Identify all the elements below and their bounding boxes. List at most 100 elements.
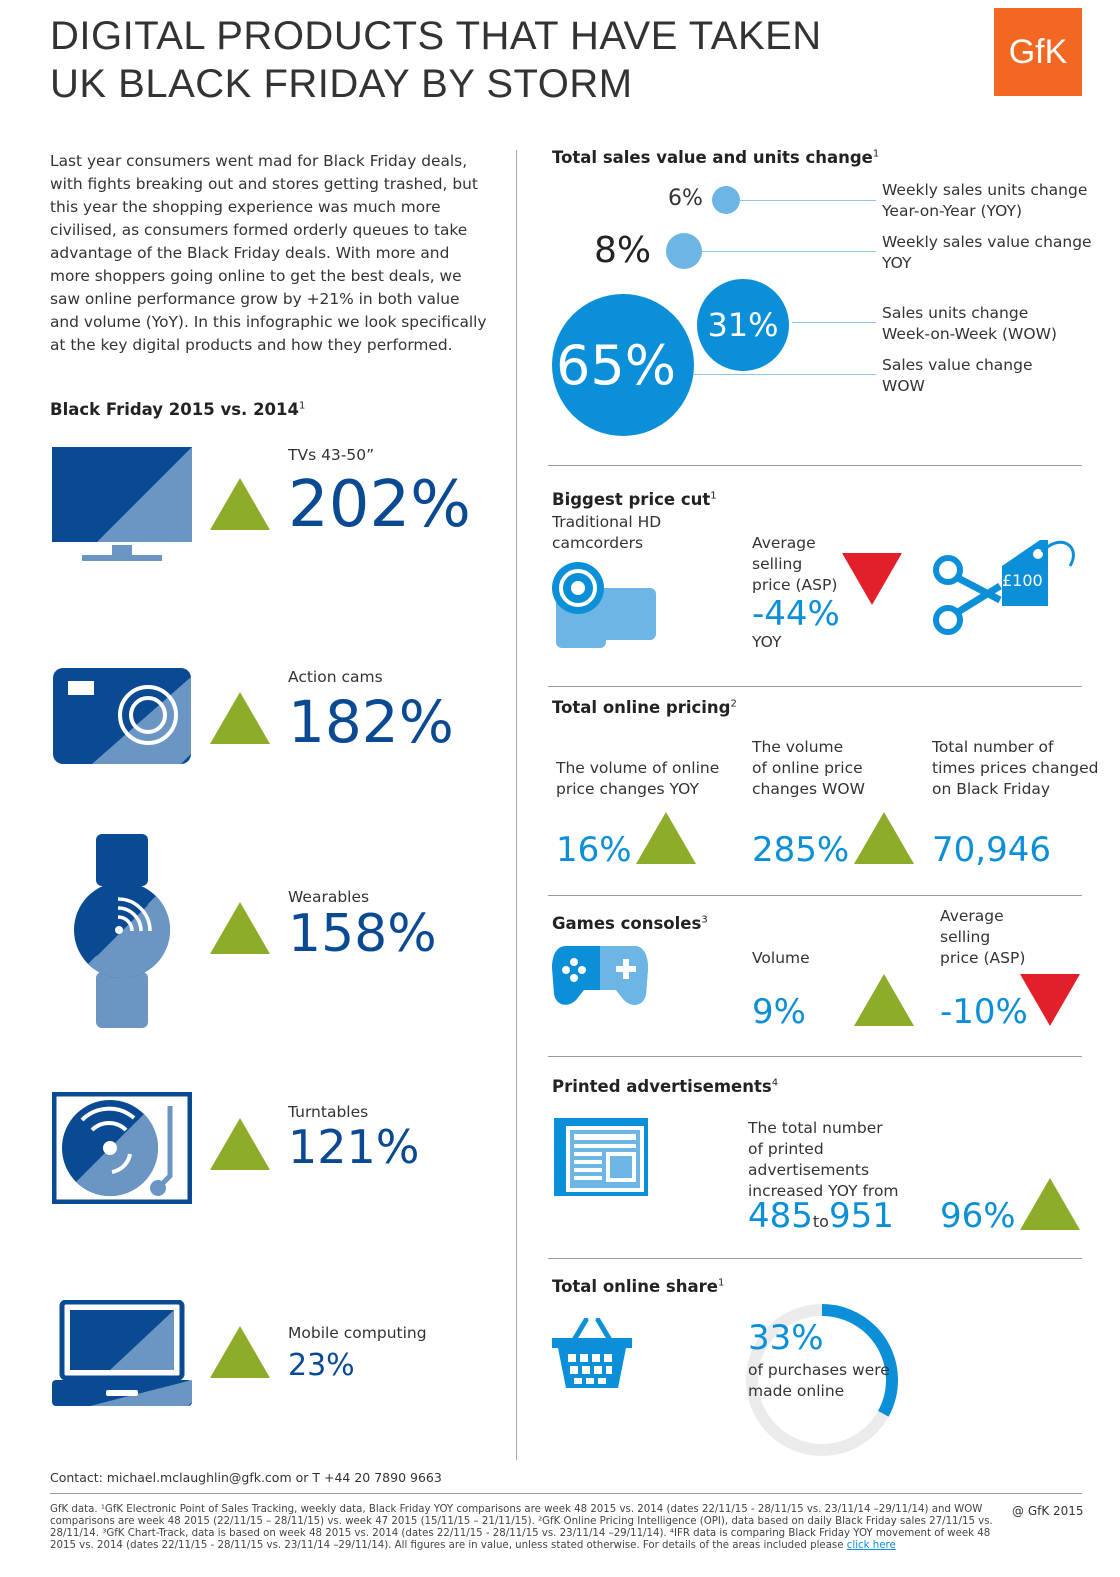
online-pricing-col2-line3: changes WOW	[752, 780, 865, 798]
online-pricing-heading-text: Total online pricing	[552, 698, 731, 717]
label-value-wow: Sales value change WOW	[882, 355, 1033, 397]
online-pricing-col3-value: 70,946	[932, 830, 1051, 870]
price-cut-product-line2: camcorders	[552, 534, 644, 552]
donut-arc	[746, 1304, 898, 1456]
online-pricing-heading-sup: 2	[730, 698, 737, 710]
online-pricing-col1-line2: price changes YOY	[556, 780, 699, 798]
online-pricing-col3-line2: times prices changed	[932, 759, 1099, 777]
printed-heading-text: Printed advertisements	[552, 1077, 772, 1096]
online-share-donut	[746, 1304, 898, 1456]
left-heading-sup: 1	[299, 400, 306, 412]
label-units-yoy-line2: Year-on-Year (YOY)	[882, 202, 1023, 220]
games-asp-line3: price (ASP)	[940, 949, 1026, 967]
increase-triangle-tv	[210, 478, 270, 530]
games-asp-line2: selling	[940, 928, 991, 946]
bubble-units-yoy	[712, 186, 740, 214]
title-line-2: UK BLACK FRIDAY BY STORM	[50, 62, 633, 106]
tv-icon	[52, 447, 192, 561]
increase-triangle-mobile-computing	[210, 1326, 270, 1378]
bubble-value-wow: 65%	[552, 294, 694, 436]
title-line-1: DIGITAL PRODUCTS THAT HAVE TAKEN	[50, 14, 822, 58]
online-share-line2: made online	[748, 1382, 845, 1400]
online-pricing-heading: Total online pricing2	[552, 698, 737, 717]
label-value-yoy: Weekly sales value change YOY	[882, 232, 1092, 274]
leader-line-value-wow	[692, 374, 876, 375]
games-asp-value: -10%	[940, 992, 1028, 1032]
printed-pct: 96%	[940, 1196, 1016, 1236]
shopping-basket-icon	[552, 1318, 632, 1388]
price-cut-product: Traditional HD camcorders	[552, 512, 661, 554]
printed-line1: The total number	[748, 1119, 883, 1137]
left-heading-text: Black Friday 2015 vs. 2014	[50, 400, 299, 419]
divider-4	[548, 1056, 1082, 1057]
divider-5	[548, 1258, 1082, 1259]
online-pricing-col3-label: Total number of times prices changed on …	[932, 737, 1098, 800]
increase-triangle-games-volume	[854, 974, 914, 1026]
printed-from: 485	[748, 1196, 813, 1236]
games-heading-text: Games consoles	[552, 914, 702, 933]
category-label-wearables: Wearables	[288, 888, 370, 906]
increase-triangle-wearables	[210, 902, 270, 954]
gamepad-icon	[552, 946, 648, 1005]
value-value-wow: 65%	[556, 333, 677, 397]
games-asp-line1: Average	[940, 907, 1004, 925]
sales-heading: Total sales value and units change1	[552, 148, 879, 167]
decrease-triangle-games-asp	[1020, 974, 1080, 1026]
price-tag-text: £100	[1002, 571, 1043, 590]
online-share-line1: of purchases were	[748, 1361, 890, 1379]
category-value-mobile-computing: 23%	[288, 1348, 355, 1383]
category-label-action-cams: Action cams	[288, 668, 383, 686]
category-value-wearables: 158%	[288, 904, 437, 964]
price-cut-asp-line1: Average	[752, 534, 816, 552]
games-heading: Games consoles3	[552, 914, 708, 933]
online-pricing-col2-label: The volume of online price changes WOW	[752, 737, 865, 800]
label-units-wow-line2: Week-on-Week (WOW)	[882, 325, 1057, 343]
label-value-yoy-line2: YOY	[882, 254, 912, 272]
online-share-value: 33%	[748, 1318, 824, 1358]
price-cut-heading-text: Biggest price cut	[552, 490, 711, 509]
online-share-heading-sup: 1	[717, 1277, 725, 1289]
online-pricing-col3-line3: on Black Friday	[932, 780, 1051, 798]
divider-3	[548, 895, 1082, 896]
printed-heading-sup: 4	[771, 1077, 779, 1089]
price-cut-heading-sup: 1	[710, 490, 717, 502]
category-value-tv: 202%	[288, 468, 471, 542]
category-value-action-cams: 182%	[288, 688, 454, 756]
price-cut-asp-line3: price (ASP)	[752, 576, 838, 594]
footnotes-text: GfK data. ¹GfK Electronic Point of Sales…	[50, 1504, 993, 1551]
sales-heading-sup: 1	[872, 148, 880, 160]
label-value-yoy-line1: Weekly sales value change	[882, 233, 1092, 251]
online-pricing-col3-line1: Total number of	[932, 738, 1054, 756]
turntable-icon	[52, 1092, 192, 1204]
newspaper-icon	[554, 1118, 648, 1196]
online-pricing-col2-line1: The volume	[752, 738, 844, 756]
category-value-turntables: 121%	[288, 1120, 420, 1174]
value-value-yoy: 8%	[594, 230, 652, 271]
footnotes-link[interactable]: click here	[846, 1540, 896, 1551]
online-share-description: of purchases were made online	[748, 1360, 890, 1402]
increase-triangle-turntables	[210, 1118, 270, 1170]
footnotes: GfK data. ¹GfK Electronic Point of Sales…	[50, 1504, 1000, 1552]
intro-text: Last year consumers went mad for Black F…	[50, 152, 487, 354]
printed-line4: increased YOY from	[748, 1182, 899, 1200]
online-share-heading-text: Total online share	[552, 1277, 718, 1296]
price-cut-asp-value: -44%	[752, 594, 840, 634]
increase-triangle-pricing-wow	[854, 812, 914, 864]
printed-line3: advertisements	[748, 1161, 870, 1179]
camcorder-icon	[552, 562, 656, 648]
copyright: @ GfK 2015	[1012, 1504, 1084, 1518]
games-asp-label: Average selling price (ASP)	[940, 906, 1025, 969]
printed-line2: of printed	[748, 1140, 824, 1158]
price-cut-asp-label: Average selling price (ASP)	[752, 533, 837, 596]
printed-range: 485to951	[748, 1196, 894, 1236]
gfk-logo: GfK	[994, 8, 1082, 96]
sales-heading-text: Total sales value and units change	[552, 148, 873, 167]
price-cut-asp-line2: selling	[752, 555, 803, 573]
online-pricing-col1-label: The volume of online price changes YOY	[556, 758, 719, 800]
online-pricing-col1-line1: The volume of online	[556, 759, 720, 777]
games-volume-value: 9%	[752, 992, 806, 1032]
category-label-mobile-computing: Mobile computing	[288, 1324, 427, 1342]
printed-to: 951	[828, 1196, 894, 1236]
games-volume-label: Volume	[752, 949, 810, 967]
category-label-turntables: Turntables	[288, 1103, 369, 1121]
